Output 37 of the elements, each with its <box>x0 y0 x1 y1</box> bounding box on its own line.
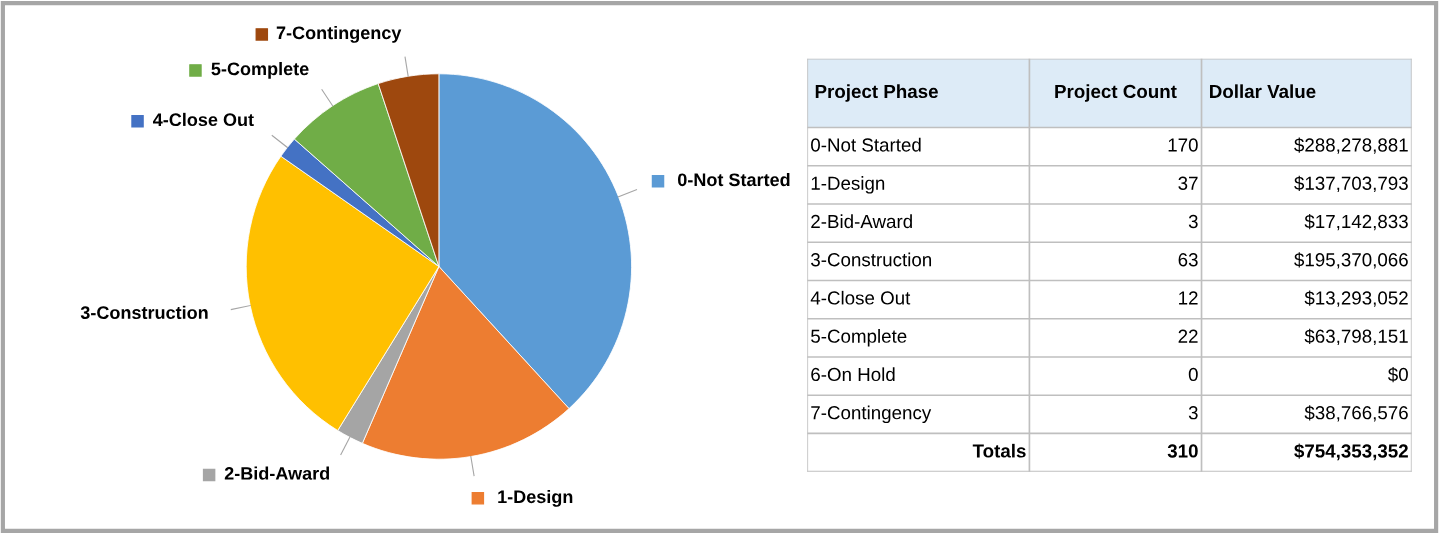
text: Project Phase <box>815 84 938 102</box>
data-label: 3 <box>1188 214 1198 229</box>
data-label: 22 <box>1178 329 1198 343</box>
text: 310 <box>1167 444 1198 458</box>
text: Totals <box>972 443 1026 458</box>
category-label: 6-On Hold <box>811 367 895 382</box>
legend-label: 4-Close Out <box>153 112 254 127</box>
category-label: 0-Not Started <box>811 137 921 152</box>
category-label: 1-Design <box>811 176 885 194</box>
data-label: $137,703,793 <box>1294 175 1408 193</box>
data-label: $13,293,052 <box>1304 290 1408 307</box>
data-label: 63 <box>1178 253 1198 267</box>
category-label: 3-Construction <box>811 252 932 267</box>
legend-label: 7-Contingency <box>276 25 402 43</box>
category-label: 5-Complete <box>811 329 907 347</box>
text: Dollar Value <box>1210 84 1316 99</box>
data-label: 3 <box>1188 406 1198 420</box>
data-label: $38,766,576 <box>1304 405 1408 422</box>
data-label: 12 <box>1179 291 1198 305</box>
data-label: $195,370,066 <box>1294 252 1408 269</box>
legend-label: 2-Bid-Award <box>224 466 330 480</box>
data-label: $63,798,151 <box>1304 328 1408 346</box>
data-label: 37 <box>1178 176 1198 190</box>
legend-label: 1-Design <box>498 489 573 507</box>
data-label: $0 <box>1387 367 1408 383</box>
text: Project Count <box>1055 84 1177 102</box>
data-label: 0 <box>1188 367 1198 382</box>
text: $754,353,352 <box>1294 443 1408 461</box>
legend-label: 5-Complete <box>211 62 309 79</box>
legend-label: 0-Not Started <box>678 172 790 187</box>
category-label: 7-Contingency <box>811 405 932 424</box>
data-label: 170 <box>1168 138 1198 152</box>
slice-label: 3-Construction <box>80 305 208 320</box>
data-label: $288,278,881 <box>1294 137 1408 154</box>
category-label: 4-Close Out <box>810 290 911 305</box>
data-label: $17,142,833 <box>1304 214 1408 231</box>
category-label: 2-Bid-Award <box>811 214 912 229</box>
